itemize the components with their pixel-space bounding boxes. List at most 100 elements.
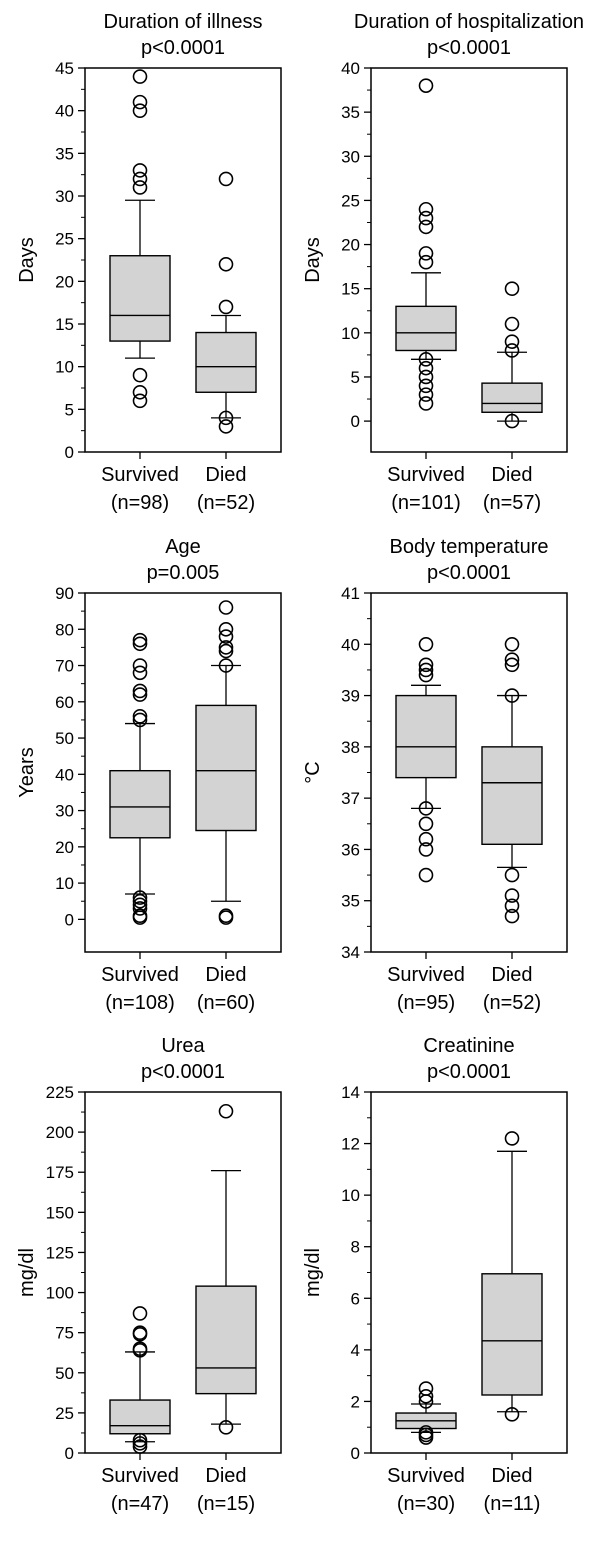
outlier-point	[418, 369, 434, 385]
y-tick-label: 15	[341, 280, 360, 299]
y-axis-label: Days	[302, 237, 324, 283]
outlier-point	[418, 657, 434, 673]
y-tick-label: 15	[55, 315, 74, 334]
outlier-point	[504, 867, 520, 883]
x-category-count: (n=108)	[105, 992, 175, 1014]
y-tick-label: 50	[55, 1364, 74, 1383]
chart-title: Urea	[161, 1035, 205, 1057]
x-category-count: (n=15)	[197, 1493, 255, 1515]
y-tick-label: 4	[351, 1341, 360, 1360]
iqr-box	[195, 331, 257, 393]
y-tick-label: 25	[55, 230, 74, 249]
outlier-point	[132, 712, 148, 728]
y-tick-label: 25	[55, 1404, 74, 1423]
outlier-point	[132, 687, 148, 702]
outlier-point	[504, 908, 520, 924]
outlier-point	[132, 683, 148, 699]
outlier-point	[418, 1394, 434, 1409]
y-tick-label: 20	[341, 236, 360, 255]
y-tick-label: 8	[351, 1238, 360, 1257]
outlier-point	[132, 632, 148, 648]
outlier-point	[418, 219, 434, 235]
x-category-label: Died	[205, 1465, 246, 1487]
y-tick-label: 75	[55, 1324, 74, 1343]
y-tick-label: 35	[341, 892, 360, 911]
outlier-point	[418, 210, 434, 226]
chart-subtitle: p<0.0001	[427, 562, 511, 584]
outlier-point	[418, 378, 434, 394]
y-tick-label: 175	[46, 1163, 74, 1182]
outlier-point	[418, 1381, 434, 1396]
x-category-label: Survived	[387, 1465, 465, 1487]
y-tick-label: 40	[55, 102, 74, 121]
outlier-point	[132, 893, 148, 909]
y-tick-label: 37	[341, 789, 360, 808]
outlier-point	[418, 201, 434, 217]
outlier-point	[218, 640, 234, 655]
y-tick-label: 12	[341, 1135, 360, 1154]
outlier-point	[218, 299, 234, 315]
outlier-point	[504, 334, 520, 349]
outlier-point	[132, 69, 148, 84]
x-category-count: (n=52)	[197, 492, 255, 514]
y-tick-label: 38	[341, 738, 360, 757]
x-category-label: Died	[205, 464, 246, 486]
iqr-box	[109, 255, 171, 342]
y-tick-label: 0	[351, 1444, 360, 1463]
y-axis-label: mg/dl	[16, 1248, 38, 1297]
outlier-point	[218, 629, 234, 644]
y-tick-label: 10	[55, 358, 74, 377]
outlier-point	[504, 413, 520, 429]
y-tick-label: 20	[55, 838, 74, 857]
outlier-point	[218, 910, 234, 925]
outlier-point	[218, 1103, 234, 1119]
outlier-point	[218, 171, 234, 187]
y-tick-label: 80	[55, 620, 74, 639]
chart-title: Body temperature	[390, 536, 549, 558]
x-category-count: (n=101)	[391, 492, 461, 514]
plot-frame	[370, 1091, 568, 1454]
outlier-point	[418, 662, 434, 678]
outlier-point	[132, 658, 148, 673]
y-tick-label: 5	[351, 368, 360, 387]
iqr-box	[395, 694, 457, 779]
y-axis-label: °C	[302, 761, 324, 783]
y-tick-label: 35	[55, 144, 74, 163]
x-category-label: Died	[491, 964, 532, 986]
y-tick-label: 40	[55, 765, 74, 784]
y-tick-label: 100	[46, 1284, 74, 1303]
iqr-box	[481, 1273, 543, 1396]
y-tick-label: 20	[55, 272, 74, 291]
y-tick-label: 10	[55, 874, 74, 893]
outlier-point	[418, 842, 434, 857]
x-category-count: (n=11)	[484, 1493, 541, 1515]
outlier-point	[132, 393, 148, 409]
x-category-count: (n=47)	[111, 1493, 169, 1515]
x-category-count: (n=30)	[397, 1493, 455, 1515]
y-tick-label: 10	[341, 324, 360, 343]
x-category-count: (n=52)	[483, 992, 541, 1014]
outlier-point	[218, 419, 234, 434]
outlier-point	[418, 636, 434, 652]
iqr-box	[109, 769, 171, 839]
outlier-point	[504, 657, 520, 673]
outlier-point	[132, 636, 148, 652]
outlier-point	[504, 652, 520, 667]
y-tick-label: 14	[341, 1083, 360, 1102]
y-tick-label: 0	[65, 443, 74, 462]
y-tick-label: 125	[46, 1243, 74, 1262]
iqr-box	[395, 305, 457, 352]
y-tick-label: 41	[341, 584, 360, 603]
outlier-point	[418, 352, 434, 367]
chart-title: Duration of illness	[104, 11, 263, 33]
y-tick-label: 45	[55, 59, 74, 78]
iqr-box	[195, 704, 257, 832]
x-category-label: Died	[205, 964, 246, 986]
y-tick-label: 35	[341, 103, 360, 122]
outlier-point	[218, 658, 234, 673]
outlier-point	[132, 708, 148, 724]
y-tick-label: 0	[65, 1444, 74, 1463]
y-tick-label: 5	[65, 400, 74, 419]
y-tick-label: 0	[65, 910, 74, 929]
outlier-point	[132, 384, 148, 400]
